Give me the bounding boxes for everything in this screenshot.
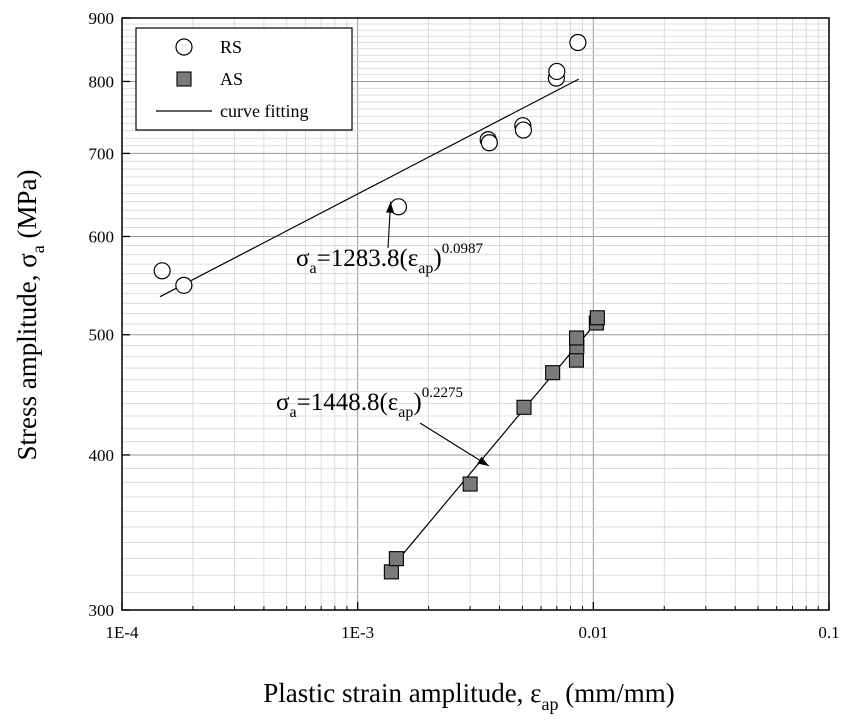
x-tick-label: 1E-3 bbox=[341, 623, 374, 642]
as-point bbox=[517, 400, 531, 414]
as-point bbox=[389, 552, 403, 566]
as-point bbox=[546, 366, 560, 380]
legend-label: AS bbox=[220, 69, 243, 89]
annotations: σa=1283.8(εap)0.0987 σa=1448.8(εap)0.227… bbox=[276, 202, 489, 466]
x-tick-label: 0.01 bbox=[578, 623, 608, 642]
as-point bbox=[569, 353, 583, 367]
y-axis-label: Stress amplitude, σa (MPa) bbox=[12, 169, 48, 460]
legend-label: curve fitting bbox=[220, 101, 308, 121]
x-axis-label: Plastic strain amplitude, εap (mm/mm) bbox=[263, 678, 675, 714]
annotation-arrow-line bbox=[420, 423, 489, 466]
x-tick-label: 0.1 bbox=[818, 623, 839, 642]
rs-fit-equation: σa=1283.8(εap)0.0987 bbox=[296, 241, 483, 277]
y-tick-label: 700 bbox=[89, 144, 115, 163]
legend-marker-as bbox=[177, 72, 191, 86]
y-tick-label: 900 bbox=[89, 9, 115, 28]
legend-label: RS bbox=[220, 37, 242, 57]
y-tick-label: 800 bbox=[89, 72, 115, 91]
legend-marker-rs bbox=[176, 39, 192, 55]
legend: RS AS curve fitting bbox=[136, 28, 352, 130]
as-point bbox=[590, 311, 604, 325]
as-point bbox=[570, 331, 584, 345]
as-point bbox=[384, 565, 398, 579]
y-tick-label: 400 bbox=[89, 446, 115, 465]
rs-point bbox=[570, 34, 586, 50]
as-fit-equation: σa=1448.8(εap)0.2275 bbox=[276, 385, 463, 421]
y-tick-label: 500 bbox=[89, 326, 115, 345]
rs-point bbox=[549, 63, 565, 79]
y-tick-label: 300 bbox=[89, 601, 115, 620]
x-tick-label: 1E-4 bbox=[105, 623, 139, 642]
curve-fits bbox=[160, 79, 597, 564]
rs-point bbox=[154, 263, 170, 279]
as-point bbox=[463, 477, 477, 491]
rs-point bbox=[176, 277, 192, 293]
fit-line-as bbox=[394, 321, 597, 564]
rs-point bbox=[481, 135, 497, 151]
rs-point bbox=[515, 122, 531, 138]
y-tick-label: 600 bbox=[89, 227, 115, 246]
